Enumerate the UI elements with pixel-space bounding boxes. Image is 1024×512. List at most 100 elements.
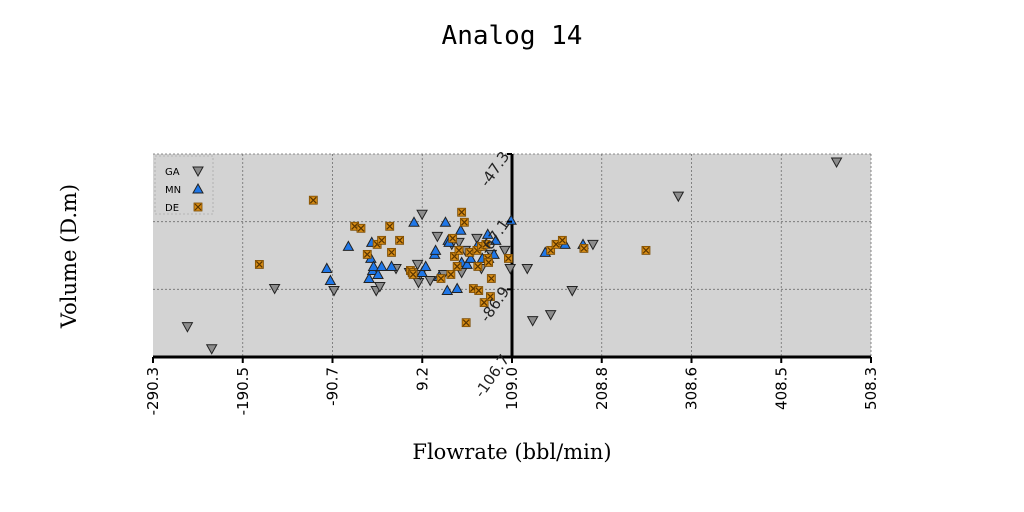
x-tick-label: 109.0 [503, 367, 521, 410]
marker-cross [455, 246, 463, 254]
data-point-de [486, 292, 495, 301]
data-point-mn [320, 262, 333, 273]
chart-title: Analog 14 [442, 21, 583, 51]
x-tick-label: 308.6 [683, 367, 701, 410]
data-point-ga [672, 191, 685, 203]
marker-cross [485, 259, 493, 266]
legend-label: GA [165, 167, 180, 178]
data-point-de [484, 258, 494, 267]
marker-cross [466, 248, 474, 256]
data-point-ga [471, 233, 483, 245]
data-point-de [459, 217, 469, 227]
data-point-mn [454, 224, 467, 235]
legend-label: DE [165, 203, 179, 214]
x-tick-label: -190.5 [234, 367, 252, 415]
data-point-de [308, 195, 318, 205]
marker-cross [309, 196, 317, 204]
data-point-de [362, 249, 372, 259]
data-point-ga [566, 286, 579, 297]
marker-cross [386, 222, 394, 230]
marker-cross [453, 263, 461, 270]
data-point-ga [373, 282, 386, 293]
legend-label: MN [165, 185, 181, 196]
data-point-ga [498, 245, 511, 257]
legend-box [154, 155, 214, 215]
marker-cross [255, 261, 263, 268]
marker-cross [194, 203, 202, 211]
data-point-mn [451, 282, 464, 294]
data-point-de [504, 254, 513, 263]
marker-cross [474, 263, 482, 270]
data-point-de [254, 260, 264, 269]
series-ga [181, 157, 843, 355]
data-point-de [450, 252, 459, 261]
data-point-de [452, 262, 462, 271]
legend: GA MN DE [154, 155, 214, 215]
data-point-de [461, 318, 471, 328]
data-point-de [408, 270, 418, 279]
marker-cross [504, 254, 512, 262]
data-point-de [486, 274, 496, 283]
marker-cross [388, 248, 395, 256]
data-point-ga [412, 278, 425, 289]
data-point-ga [830, 157, 843, 169]
data-point-de [446, 270, 456, 279]
data-point-mn [461, 258, 473, 269]
legend-marker-de [193, 202, 203, 212]
data-point-de [579, 243, 589, 253]
data-point-ga [587, 239, 599, 251]
data-point-mn [372, 268, 384, 279]
marker-cross [475, 287, 483, 294]
data-point-ga [521, 263, 534, 275]
data-point-ga [526, 316, 539, 327]
series-de [254, 195, 651, 328]
marker-cross [378, 236, 386, 244]
marker-cross [487, 275, 495, 282]
data-points [181, 157, 843, 355]
marker-cross [357, 224, 365, 232]
data-point-mn [375, 260, 388, 271]
data-point-de [448, 233, 458, 243]
marker-cross [462, 319, 470, 327]
legend-marker-ga [192, 166, 204, 178]
data-point-de [385, 221, 395, 231]
x-axis-ticks: -290.3 -190.5 -90.7 9.2 109.0 208.8 308.6 408.5… [144, 357, 880, 415]
data-point-mn [489, 234, 502, 245]
data-point-mn [385, 260, 398, 271]
x-tick-label: 208.8 [593, 367, 611, 410]
data-point-ga [328, 286, 340, 297]
data-point-ga [181, 322, 194, 333]
x-axis-label: Flowrate (bbl/min) [412, 440, 611, 464]
data-point-ga [416, 209, 428, 221]
marker-cross [580, 244, 588, 252]
data-point-ga [504, 263, 517, 275]
marker-cross [482, 240, 490, 248]
data-point-mn [481, 228, 494, 239]
marker-cross [363, 250, 371, 258]
data-point-de [474, 286, 484, 295]
data-point-mn [419, 260, 432, 271]
data-point-ga [424, 275, 437, 287]
marker-cross [447, 271, 455, 278]
series-mn [320, 214, 589, 296]
data-point-mn [408, 216, 420, 227]
legend-marker-mn [192, 182, 204, 194]
data-point-ga [411, 259, 424, 271]
data-point-de [473, 262, 483, 271]
data-point-de [457, 207, 467, 217]
marker-cross [486, 293, 494, 300]
data-point-mn [429, 244, 442, 255]
data-point-mn [464, 252, 477, 263]
data-point-de [356, 223, 366, 233]
data-point-mn [416, 266, 428, 277]
marker-cross [642, 246, 650, 254]
marker-cross [449, 234, 457, 242]
data-point-de [395, 235, 405, 245]
x-tick-label: -90.7 [324, 367, 342, 406]
data-point-mn [441, 284, 454, 296]
marker-cross [558, 236, 566, 244]
marker-cross [458, 208, 466, 216]
marker-cross [409, 271, 417, 278]
data-point-ga [544, 310, 557, 321]
marker-cross [396, 236, 404, 244]
